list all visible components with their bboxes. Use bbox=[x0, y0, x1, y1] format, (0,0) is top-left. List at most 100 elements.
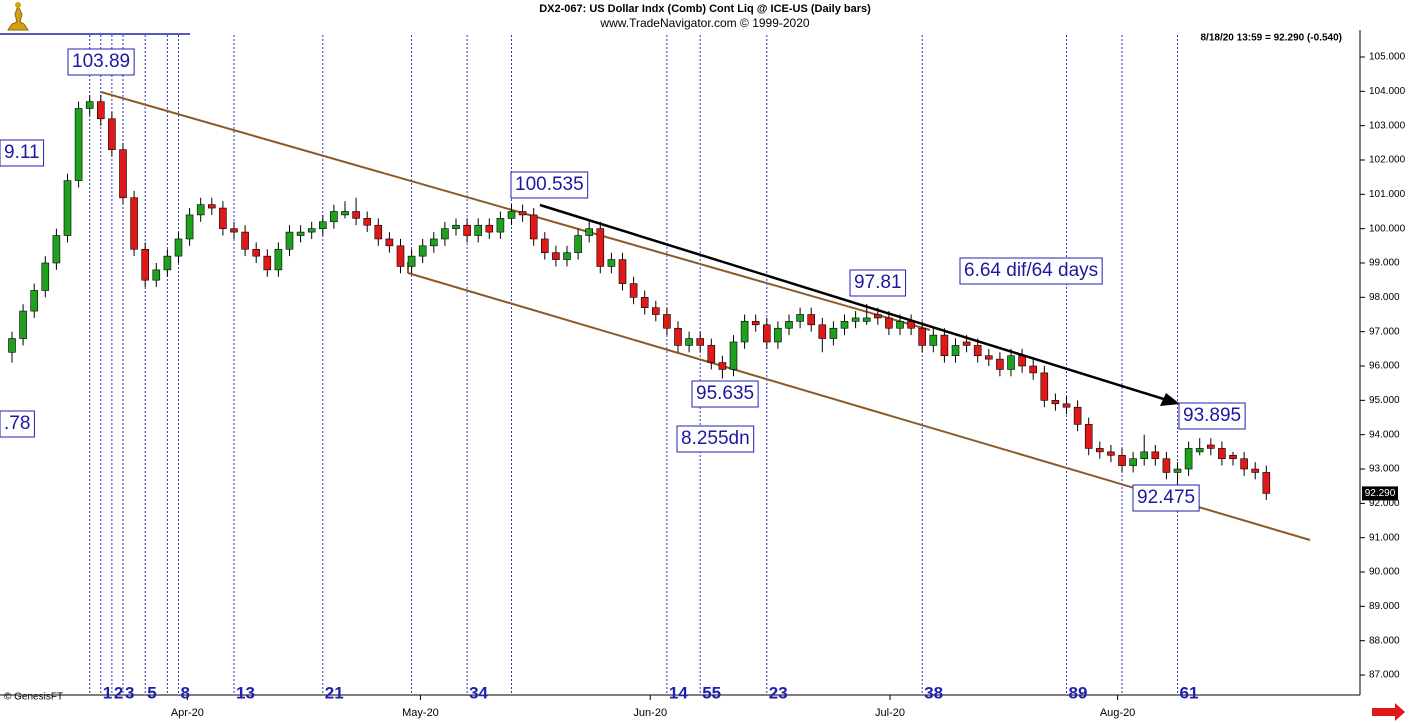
candle-body bbox=[196, 204, 205, 216]
candle-body bbox=[241, 231, 249, 250]
candle-body bbox=[285, 231, 294, 250]
y-tick-label: 91.000 bbox=[1369, 532, 1400, 543]
annotation-box bbox=[849, 269, 907, 297]
cycle-label: 38 bbox=[924, 683, 943, 702]
candle-body bbox=[152, 269, 161, 281]
candle-body bbox=[718, 362, 727, 370]
last-price: 92.290 bbox=[1365, 488, 1396, 499]
candle-body bbox=[396, 245, 405, 267]
candle-body bbox=[962, 341, 971, 346]
y-tick-label: 97.000 bbox=[1369, 326, 1400, 337]
candle-body bbox=[785, 321, 793, 329]
candle-body bbox=[485, 224, 494, 233]
candle-body bbox=[540, 238, 549, 253]
candle-body bbox=[1029, 365, 1038, 374]
cycle-label: 55 bbox=[702, 683, 721, 702]
candle-body bbox=[818, 324, 827, 339]
candle-body bbox=[1140, 451, 1149, 460]
trend-arrow bbox=[539, 203, 1171, 403]
candle-body bbox=[352, 211, 360, 219]
candle-body bbox=[618, 259, 627, 284]
annotation-box bbox=[67, 48, 135, 76]
candle-body bbox=[1262, 472, 1271, 494]
candle-body bbox=[696, 338, 705, 346]
candle-body bbox=[341, 211, 349, 216]
candle-body bbox=[163, 255, 172, 271]
candle-body bbox=[951, 345, 960, 357]
y-tick-label: 94.000 bbox=[1369, 429, 1400, 440]
annotation-text: 8.255dn bbox=[681, 428, 750, 449]
annotation: 9.11 bbox=[0, 139, 45, 167]
candle-body bbox=[851, 317, 860, 322]
candle-body bbox=[41, 262, 50, 291]
y-tick-label: 93.000 bbox=[1369, 464, 1400, 475]
candle-body bbox=[1240, 458, 1248, 470]
candle-body bbox=[374, 224, 383, 240]
candle-body bbox=[252, 248, 260, 257]
cycle-label: 2 bbox=[114, 683, 123, 702]
candle-body bbox=[1118, 454, 1126, 466]
candle-body bbox=[274, 248, 283, 271]
source: © GenesisFT bbox=[4, 692, 63, 703]
candle-body bbox=[829, 327, 838, 339]
candle-body bbox=[1084, 424, 1093, 449]
scroll-arrow[interactable] bbox=[1372, 703, 1405, 721]
candle-body bbox=[474, 224, 482, 236]
annotation-text: 6.64 dif/64 days bbox=[964, 260, 1098, 281]
candle-body bbox=[263, 255, 272, 271]
candle-body bbox=[1073, 406, 1082, 425]
candle-body bbox=[885, 317, 893, 329]
quote: 8/18/20 13:59 = 92.290 (-0.540) bbox=[1201, 33, 1343, 44]
y-tick-label: 103.000 bbox=[1369, 120, 1406, 131]
candle-body bbox=[119, 149, 127, 199]
y-tick-label: 92.000 bbox=[1369, 498, 1400, 509]
y-tick-label: 104.000 bbox=[1369, 86, 1406, 97]
candle-body bbox=[407, 255, 416, 267]
candle-body bbox=[219, 207, 227, 229]
candle-body bbox=[1195, 448, 1204, 453]
candle-body bbox=[996, 358, 1004, 370]
candle-body bbox=[840, 321, 849, 329]
annotation: 6.64 dif/64 days bbox=[959, 257, 1103, 285]
trend-arrowhead bbox=[1160, 393, 1180, 406]
y-tick-label: 89.000 bbox=[1369, 601, 1400, 612]
annotation-box bbox=[0, 410, 35, 438]
candle-body bbox=[1173, 468, 1182, 473]
candle-body bbox=[52, 235, 61, 264]
candle-body bbox=[418, 245, 427, 257]
chart-subtitle: www.TradeNavigator.com © 1999-2020 bbox=[599, 16, 809, 30]
cycle-label: 23 bbox=[769, 683, 788, 702]
cycle-label: 21 bbox=[325, 683, 344, 702]
candle-body bbox=[1051, 400, 1060, 405]
candle-body bbox=[1151, 451, 1160, 460]
annotation-text: 95.635 bbox=[696, 383, 754, 404]
candle-body bbox=[663, 314, 671, 329]
candle-body bbox=[108, 118, 116, 150]
candle-body bbox=[918, 327, 927, 346]
annotation-box bbox=[676, 425, 755, 453]
candle-body bbox=[185, 214, 194, 240]
annotation-box bbox=[1178, 402, 1246, 430]
cycle-label: 34 bbox=[469, 683, 488, 702]
candle-body bbox=[585, 228, 594, 236]
candle-body bbox=[85, 101, 94, 109]
candle-body bbox=[130, 197, 138, 250]
candle-body bbox=[1218, 448, 1226, 460]
annotation: 100.535 bbox=[510, 171, 589, 199]
y-tick-label: 88.000 bbox=[1369, 635, 1400, 646]
cycle-label: 14 bbox=[669, 683, 688, 702]
candle-body bbox=[874, 314, 882, 319]
candle-body bbox=[763, 324, 771, 343]
annotation-text: 93.895 bbox=[1183, 405, 1241, 426]
candle-body bbox=[452, 224, 460, 229]
x-tick-label: Aug-20 bbox=[1100, 707, 1135, 719]
candle-body bbox=[563, 252, 571, 260]
candle-body bbox=[1040, 372, 1049, 401]
candle-body bbox=[596, 228, 605, 267]
y-tick-label: 101.000 bbox=[1369, 189, 1406, 200]
annotation-box bbox=[0, 139, 45, 167]
x-tick-label: Jun-20 bbox=[633, 707, 667, 719]
annotation: 95.635 bbox=[691, 380, 759, 408]
annotation-text: 92.475 bbox=[1137, 487, 1195, 508]
annotation-text: 9.11 bbox=[4, 142, 40, 163]
